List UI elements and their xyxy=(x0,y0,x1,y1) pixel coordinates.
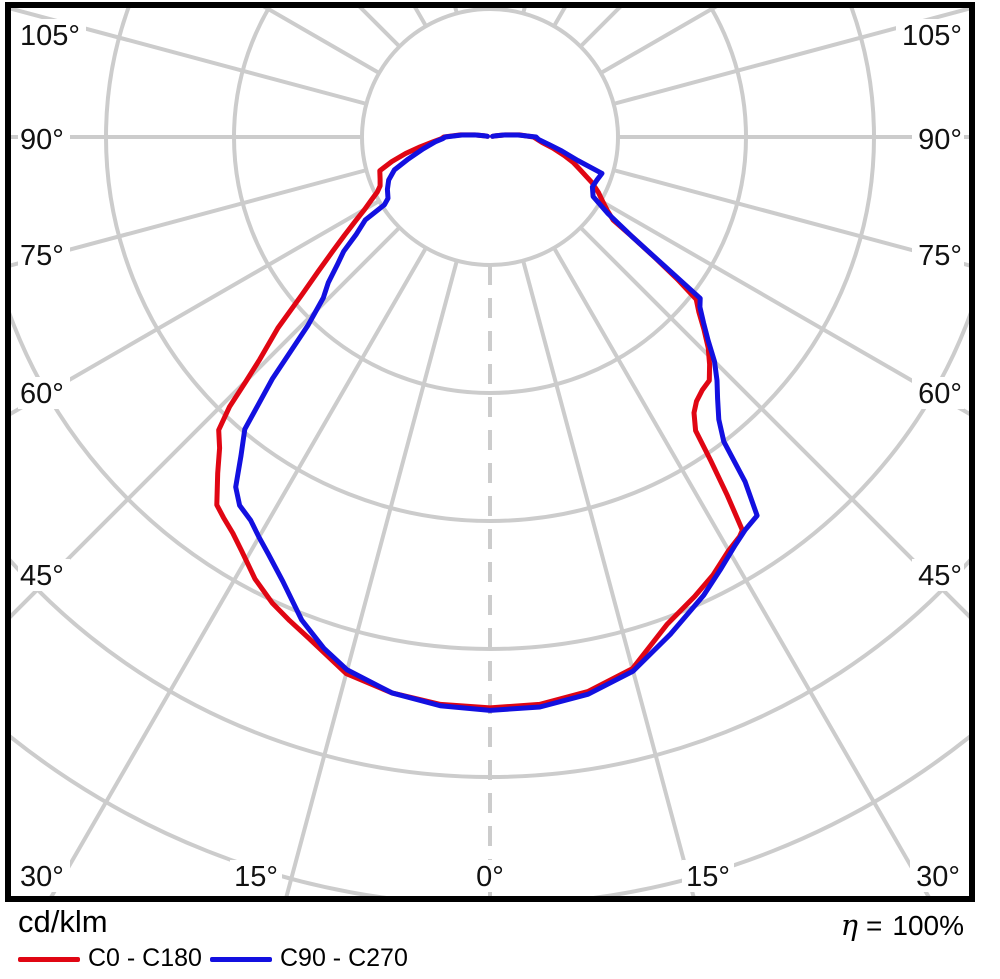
angle-label: 75° xyxy=(918,240,962,272)
angle-label: 0° xyxy=(476,861,504,893)
angle-label: 90° xyxy=(20,124,64,156)
angle-label: 90° xyxy=(918,124,962,156)
unit-label: cd/klm xyxy=(18,904,108,939)
legend: C0 - C180 C90 - C270 xyxy=(0,942,1000,976)
legend-line-c0-c180 xyxy=(18,957,80,962)
angle-label: 105° xyxy=(902,20,962,52)
efficiency-label: η = 100% xyxy=(841,908,964,942)
chart-frame xyxy=(5,2,975,902)
legend-label-c0-c180: C0 - C180 xyxy=(88,944,202,972)
angle-label: 60° xyxy=(918,378,962,410)
angle-label: 30° xyxy=(20,861,64,893)
curve-c90-c270 xyxy=(233,132,760,713)
polar-chart-canvas: 105° 90° 75° 60° 45° 105° 90° 75° 60° 45° 30° 15° 0°… xyxy=(0,0,1000,908)
angle-label: 15° xyxy=(234,861,278,893)
legend-line-c90-c270 xyxy=(210,957,272,962)
angle-label: 15° xyxy=(686,861,730,893)
photometric-curves xyxy=(214,132,760,713)
eta-equals: = xyxy=(866,910,883,941)
eta-value: 100% xyxy=(892,910,964,941)
angle-label: 60° xyxy=(20,378,64,410)
angle-label: 105° xyxy=(20,20,80,52)
angle-label: 45° xyxy=(20,560,64,592)
polar-grid xyxy=(11,8,969,896)
curve-c0-c180 xyxy=(214,132,745,711)
angle-label: 45° xyxy=(918,560,962,592)
eta-symbol: η xyxy=(840,908,859,942)
grid-spokes xyxy=(11,8,969,896)
angle-label: 75° xyxy=(20,240,64,272)
legend-label-c90-c270: C90 - C270 xyxy=(280,944,408,972)
angle-label: 30° xyxy=(916,861,960,893)
angle-labels: 105° 90° 75° 60° 45° 105° 90° 75° 60° 45° 30° 15° 0°… xyxy=(18,19,964,893)
chart-background xyxy=(0,0,1000,908)
